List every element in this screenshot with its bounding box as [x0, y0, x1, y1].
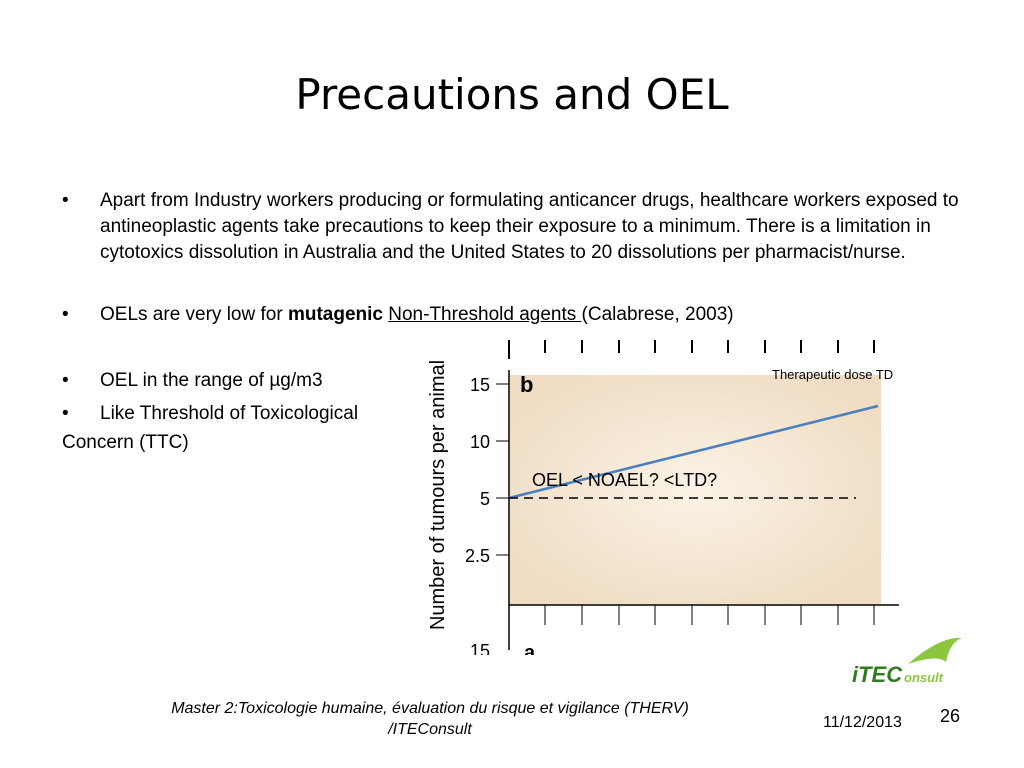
slide-title: Precautions and OEL	[295, 70, 729, 119]
bullet-4-continuation: Concern (TTC)	[62, 432, 189, 453]
footer-line-1: Master 2:Toxicologie humaine, évaluation…	[171, 700, 689, 717]
y-tick-label: 5	[480, 489, 490, 509]
bullet-3-text: OEL in the range of µg/m3	[100, 370, 323, 391]
footer-date: 11/12/2013	[823, 714, 902, 731]
y-axis-label: Number of tumours per animal	[427, 360, 449, 630]
bullet-dot: •	[62, 190, 69, 211]
bullet-dot: •	[62, 304, 69, 325]
bullet-3: • OEL in the range of µg/m3	[62, 368, 440, 394]
y-tick-marks	[496, 383, 509, 556]
cut-panel-label: a	[524, 642, 536, 655]
plot-background	[509, 375, 881, 605]
top-ticks	[508, 340, 875, 359]
bullet-2-post: (Calabrese, 2003)	[581, 304, 734, 325]
cut-tick-label: 15	[470, 641, 490, 655]
bullet-dot: •	[62, 370, 69, 391]
x-ticks	[544, 605, 875, 625]
y-tick-label: 2.5	[465, 546, 490, 566]
bullet-1-text: Apart from Industry workers producing or…	[100, 190, 959, 263]
leaf-icon	[908, 637, 962, 664]
non-threshold-link[interactable]: Non-Threshold agents	[388, 304, 582, 325]
therapeutic-dose-line	[508, 404, 879, 500]
bullet-dot: •	[62, 403, 69, 424]
panel-label: b	[520, 372, 533, 397]
y-tick-label: 10	[470, 432, 490, 452]
oel-annotation: OEL < NOAEL? <LTD?	[532, 470, 718, 490]
bullet-1: • Apart from Industry workers producing …	[62, 188, 1000, 266]
bullet-2-bold: mutagenic	[287, 304, 383, 325]
bullet-4: • Like Threshold of Toxicological	[62, 401, 440, 427]
bullet-4-text: Like Threshold of Toxicological	[100, 403, 359, 424]
footer-course: Master 2:Toxicologie humaine, évaluation…	[100, 698, 760, 740]
footer-line-2: /ITEConsult	[388, 721, 472, 738]
y-tick-label: 15	[470, 375, 490, 395]
logo-text-onsult: onsult	[904, 670, 944, 685]
logo-text-itec: iTEC	[852, 662, 903, 687]
tumour-chart: 15 10 5 2.5 15 a b Number of tumours per…	[427, 340, 899, 655]
bullet-2: • OELs are very low for mutagenic Non-Th…	[62, 302, 1000, 328]
therapeutic-dose-label: Therapeutic dose TD	[772, 367, 894, 382]
page-number: 26	[940, 706, 961, 726]
bullet-2-pre: OELs are very low for	[100, 304, 288, 325]
iteconsult-logo: iTEC onsult	[852, 637, 962, 687]
